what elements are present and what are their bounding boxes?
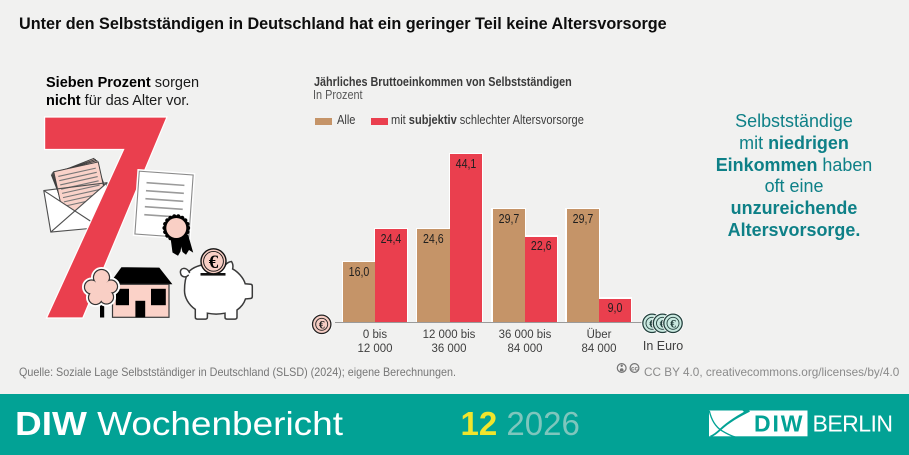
svg-text:€: €	[209, 252, 219, 273]
svg-text:cc: cc	[631, 365, 639, 372]
svg-text:DIW: DIW	[754, 410, 803, 436]
svg-text:BERLIN: BERLIN	[813, 410, 894, 436]
svg-text:€: €	[670, 319, 676, 331]
svg-text:€: €	[319, 319, 325, 331]
